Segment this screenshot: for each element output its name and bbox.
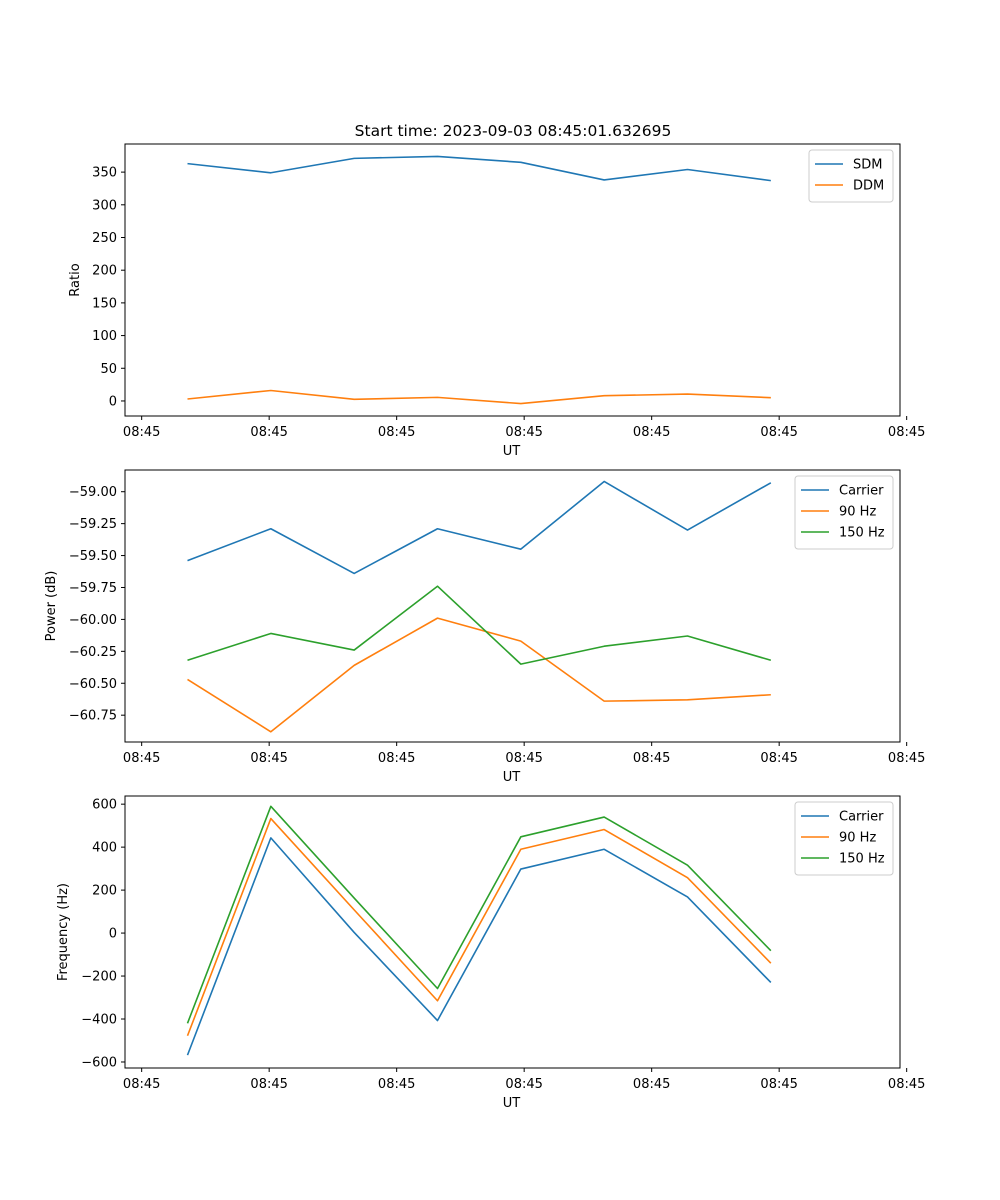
y-tick-label: 150 bbox=[92, 296, 117, 311]
legend-box bbox=[794, 801, 894, 876]
x-tick-label: 08:45 bbox=[633, 425, 670, 440]
x-tick-label: 08:45 bbox=[378, 1077, 415, 1092]
x-tick-label: 08:45 bbox=[760, 425, 797, 440]
y-tick-label: −60.50 bbox=[69, 677, 117, 692]
x-tick-label: 08:45 bbox=[250, 425, 287, 440]
subplot-2: 08:4508:4508:4508:4508:4508:4508:4508:46… bbox=[44, 469, 925, 785]
legend-box bbox=[794, 475, 894, 550]
x-tick-label: 08:45 bbox=[378, 751, 415, 766]
y-tick-label: −59.50 bbox=[69, 549, 117, 564]
subplot-3: 08:4508:4508:4508:4508:4508:4508:4508:46… bbox=[56, 795, 925, 1111]
x-tick-label: 08:45 bbox=[378, 425, 415, 440]
y-tick-label: −60.25 bbox=[69, 645, 117, 660]
y-tick-label: 200 bbox=[92, 264, 117, 279]
y-tick-label: −59.75 bbox=[69, 581, 117, 596]
series-line-90-hz bbox=[187, 617, 771, 733]
x-tick-label: 08:45 bbox=[250, 1077, 287, 1092]
legend-label: SDM bbox=[853, 158, 882, 173]
series-line-sdm bbox=[187, 155, 771, 182]
y-tick-label: −60.75 bbox=[69, 709, 117, 724]
x-tick-label: 08:45 bbox=[888, 751, 925, 766]
x-tick-label: 08:45 bbox=[633, 751, 670, 766]
y-tick-label: 100 bbox=[92, 329, 117, 344]
legend-label: Carrier bbox=[839, 810, 884, 825]
x-tick-label: 08:45 bbox=[505, 425, 542, 440]
legend-label: 90 Hz bbox=[839, 505, 876, 520]
y-axis-label: Power (dB) bbox=[44, 571, 59, 642]
x-axis-label: UT bbox=[503, 770, 521, 785]
y-axis-label: Ratio bbox=[68, 263, 83, 296]
y-tick-label: 200 bbox=[92, 884, 117, 899]
series-line-90-hz bbox=[186, 817, 772, 1037]
y-tick-label: −400 bbox=[81, 1013, 117, 1028]
x-tick-label: 08:45 bbox=[888, 425, 925, 440]
legend-label: Carrier bbox=[839, 484, 884, 499]
x-tick-label: 08:45 bbox=[888, 1077, 925, 1092]
x-tick-label: 08:45 bbox=[760, 751, 797, 766]
x-tick-label: 08:45 bbox=[633, 1077, 670, 1092]
x-axis-label: UT bbox=[503, 1096, 521, 1111]
y-tick-label: 0 bbox=[109, 927, 117, 942]
y-tick-label: 50 bbox=[100, 362, 117, 377]
axes-frame bbox=[124, 469, 901, 743]
legend-label: 150 Hz bbox=[839, 852, 885, 867]
series-line-150-hz bbox=[186, 805, 772, 1024]
figure-title: Start time: 2023-09-03 08:45:01.632695 bbox=[355, 122, 672, 140]
x-tick-label: 08:45 bbox=[123, 1077, 160, 1092]
legend-label: DDM bbox=[853, 179, 884, 194]
series-line-150-hz bbox=[187, 585, 772, 665]
y-tick-label: 600 bbox=[92, 798, 117, 813]
series-line-ddm bbox=[187, 389, 771, 405]
x-tick-label: 08:45 bbox=[123, 425, 160, 440]
x-tick-label: 08:45 bbox=[505, 751, 542, 766]
y-tick-label: −600 bbox=[81, 1055, 117, 1070]
y-tick-label: −60.00 bbox=[69, 613, 117, 628]
y-axis-label: Frequency (Hz) bbox=[56, 883, 71, 981]
series-line-carrier bbox=[186, 837, 772, 1056]
x-tick-label: 08:45 bbox=[250, 751, 287, 766]
x-tick-label: 08:45 bbox=[760, 1077, 797, 1092]
y-tick-label: −59.25 bbox=[69, 517, 117, 532]
y-tick-label: 400 bbox=[92, 841, 117, 856]
x-axis-label: UT bbox=[503, 444, 521, 459]
y-tick-label: 300 bbox=[92, 198, 117, 213]
x-tick-label: 08:45 bbox=[505, 1077, 542, 1092]
axes-frame bbox=[124, 795, 901, 1069]
legend-box bbox=[808, 149, 894, 203]
x-tick-label: 08:45 bbox=[123, 751, 160, 766]
legend-label: 150 Hz bbox=[839, 526, 885, 541]
subplot-1: 08:4508:4508:4508:4508:4508:4508:4508:46… bbox=[68, 143, 925, 459]
legend-label: 90 Hz bbox=[839, 831, 876, 846]
y-tick-label: 350 bbox=[92, 166, 117, 181]
series-line-carrier bbox=[187, 480, 772, 575]
y-tick-label: 0 bbox=[109, 394, 117, 409]
y-tick-label: −200 bbox=[81, 970, 117, 985]
y-tick-label: −59.00 bbox=[69, 485, 117, 500]
y-tick-label: 250 bbox=[92, 231, 117, 246]
axes-frame bbox=[124, 143, 901, 417]
